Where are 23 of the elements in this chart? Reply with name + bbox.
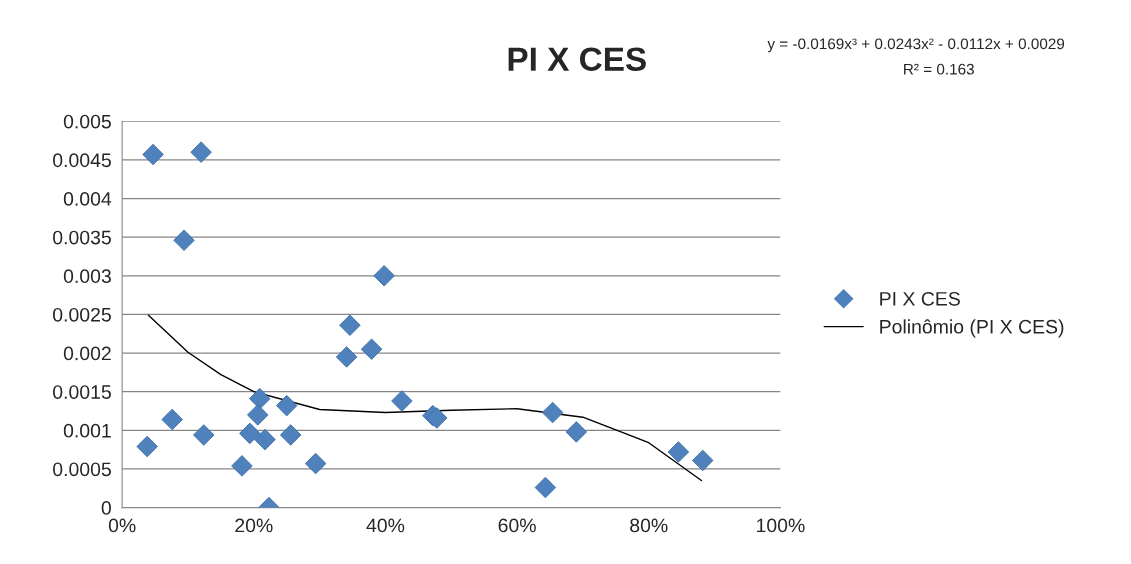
y-tick-label: 0.004 [63, 192, 112, 206]
x-tick-label: 20% [235, 518, 273, 533]
text: y = -0.0169x³ + 0.0243x² - 0.0112x + 0.0029 [767, 38, 1065, 53]
line-series [147, 314, 703, 482]
x-tick-label: 80% [630, 518, 668, 533]
y-tick-label: 0.001 [63, 423, 111, 438]
y-tick-label: 0.0035 [53, 230, 111, 245]
y-tick-label: 0.0025 [53, 307, 111, 322]
y-tick-label: 0.002 [63, 346, 111, 361]
x-tick-label: 40% [366, 518, 405, 533]
y-tick-label: 0.0005 [53, 462, 111, 477]
x-tick-label: 0% [108, 518, 136, 533]
x-tick-label: 60% [498, 518, 536, 533]
y-tick-label: 0.0045 [53, 153, 111, 168]
y-tick-label: 0.005 [63, 114, 111, 129]
y-tick-label: 0.0015 [53, 385, 111, 399]
x-tick-label: 100% [757, 518, 805, 533]
legend-label: Polinômio (PI X CES) [880, 319, 1064, 338]
y-tick-label: 0 [101, 501, 111, 515]
y-tick-label: 0.003 [63, 269, 111, 284]
chart-title: PI X CES [508, 47, 646, 71]
legend-label: PI X CES [880, 291, 960, 306]
text: R² = 0.163 [904, 63, 974, 75]
